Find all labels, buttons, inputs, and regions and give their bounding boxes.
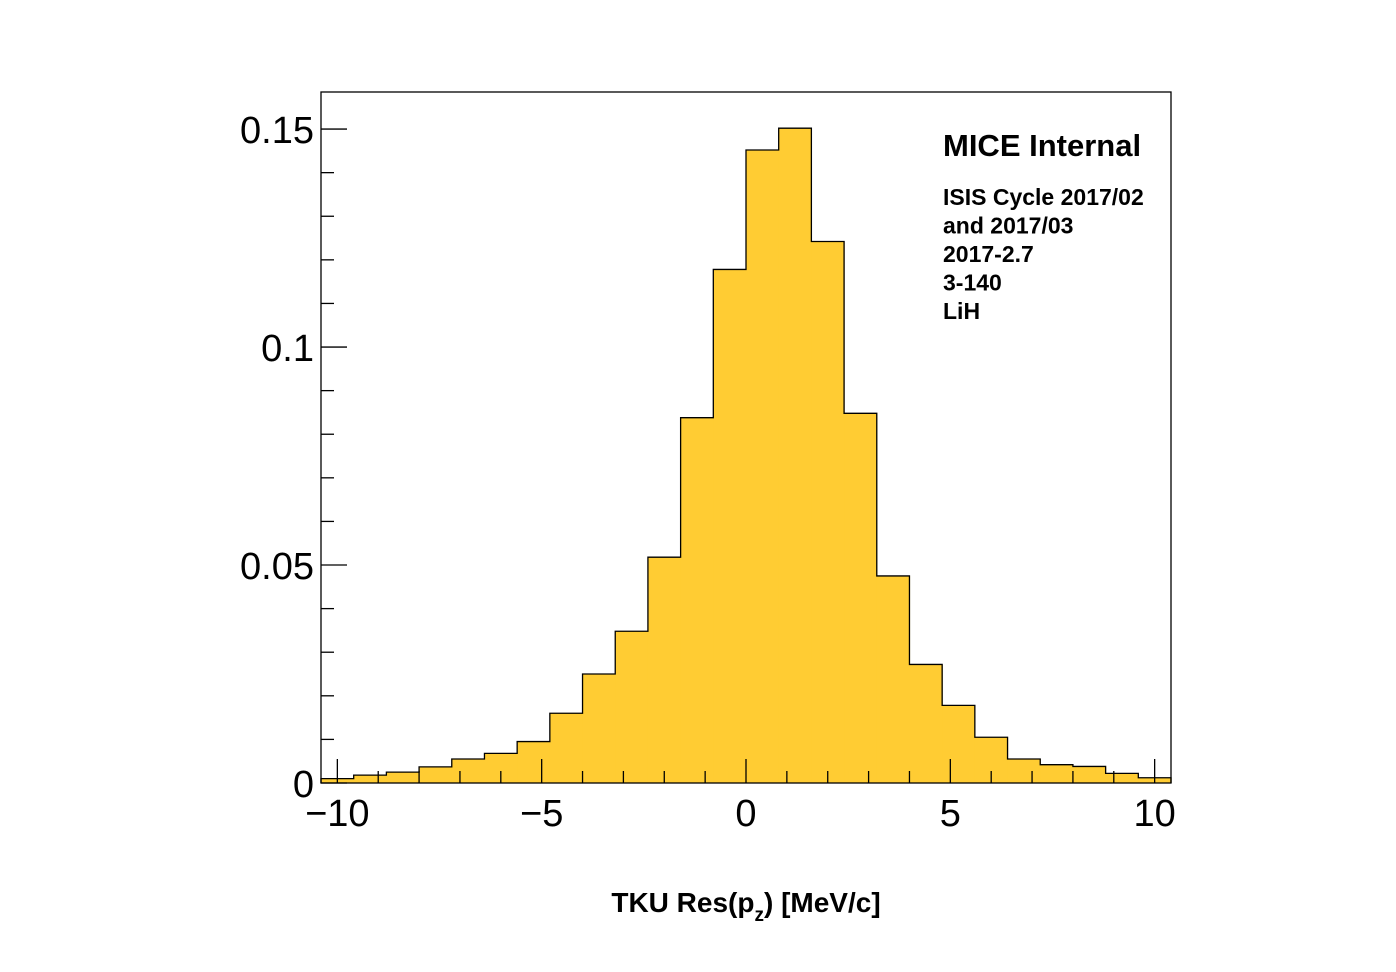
histogram-bar <box>909 664 943 783</box>
y-tick-label: 0.1 <box>261 328 314 370</box>
histogram-bar <box>1007 759 1041 783</box>
histogram-bar <box>615 631 649 783</box>
annotation-line: 3-140 <box>943 270 1002 296</box>
annotation-line: ISIS Cycle 2017/02 <box>943 184 1144 210</box>
histogram-bar <box>1072 766 1107 783</box>
annotation-heading: MICE Internal <box>943 128 1141 163</box>
annotation-line: LiH <box>943 298 980 324</box>
histogram-bar <box>419 766 453 783</box>
histogram-bar <box>680 417 714 783</box>
y-tick-label: 0 <box>293 764 314 806</box>
x-tick-label: −5 <box>520 793 563 835</box>
histogram-bar <box>844 413 878 783</box>
histogram-bar <box>1105 773 1139 783</box>
histogram-bar <box>582 674 616 783</box>
x-axis-title-subscript: z <box>754 905 764 926</box>
histogram-bars <box>321 128 1172 783</box>
histogram-bar <box>647 557 682 783</box>
histogram-bar <box>549 713 584 783</box>
histogram-bar <box>517 741 551 783</box>
histogram-bar <box>778 128 812 783</box>
x-axis-title-main: TKU Res(p <box>611 887 754 918</box>
y-tick-label: 0.05 <box>240 546 314 588</box>
annotation-line: and 2017/03 <box>943 213 1073 239</box>
histogram-bar <box>713 269 747 783</box>
histogram-bar <box>942 705 976 783</box>
histogram-bar <box>811 241 845 783</box>
x-tick-label: 10 <box>1134 793 1176 835</box>
axis-tick-labels: −10 −5 0 5 10 0 0.05 0.1 0.15 <box>240 110 1176 835</box>
x-axis-title: TKU Res(pz) [MeV/c] <box>611 887 880 926</box>
x-tick-label: 0 <box>735 793 756 835</box>
histogram-bar <box>1040 764 1074 783</box>
y-tick-label: 0.15 <box>240 110 314 152</box>
histogram-bar <box>876 575 911 783</box>
x-axis-title-tail: ) [MeV/c] <box>764 887 881 918</box>
histogram-bar <box>746 149 780 783</box>
histogram-outline <box>320 127 1172 783</box>
plot-frame <box>320 91 1172 784</box>
x-tick-label: 5 <box>940 793 961 835</box>
annotation-line: 2017-2.7 <box>943 241 1034 267</box>
histogram-bar <box>353 775 387 783</box>
annotation-box <box>930 100 1175 322</box>
histogram-bar <box>451 759 486 783</box>
x-tick-label: −10 <box>305 793 369 835</box>
histogram-bar <box>386 772 420 783</box>
